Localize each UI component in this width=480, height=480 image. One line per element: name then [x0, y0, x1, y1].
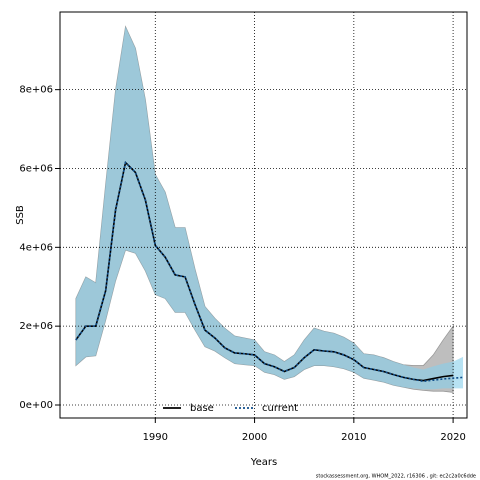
y-tick-label: 6e+06 [19, 163, 53, 174]
y-axis-label: SSB [15, 205, 26, 225]
x-tick-label: 2010 [341, 432, 366, 443]
y-tick-label: 0e+00 [19, 400, 53, 411]
footnote: stockassessment.org, WHOM_2022, r16306 ,… [316, 474, 476, 480]
y-tick-label: 8e+06 [19, 85, 53, 96]
series-line [75, 160, 464, 383]
x-tick-label: 2000 [242, 432, 267, 443]
x-tick-label: 1990 [143, 432, 168, 443]
y-tick-label: 2e+06 [19, 321, 53, 332]
y-tick-label: 4e+06 [19, 242, 53, 253]
confidence-band [75, 26, 464, 390]
legend-label: base [190, 403, 214, 414]
x-axis-label: Years [250, 457, 277, 468]
legend-label: current [262, 403, 298, 414]
x-tick-label: 2020 [440, 432, 465, 443]
plot-frame [59, 11, 468, 419]
